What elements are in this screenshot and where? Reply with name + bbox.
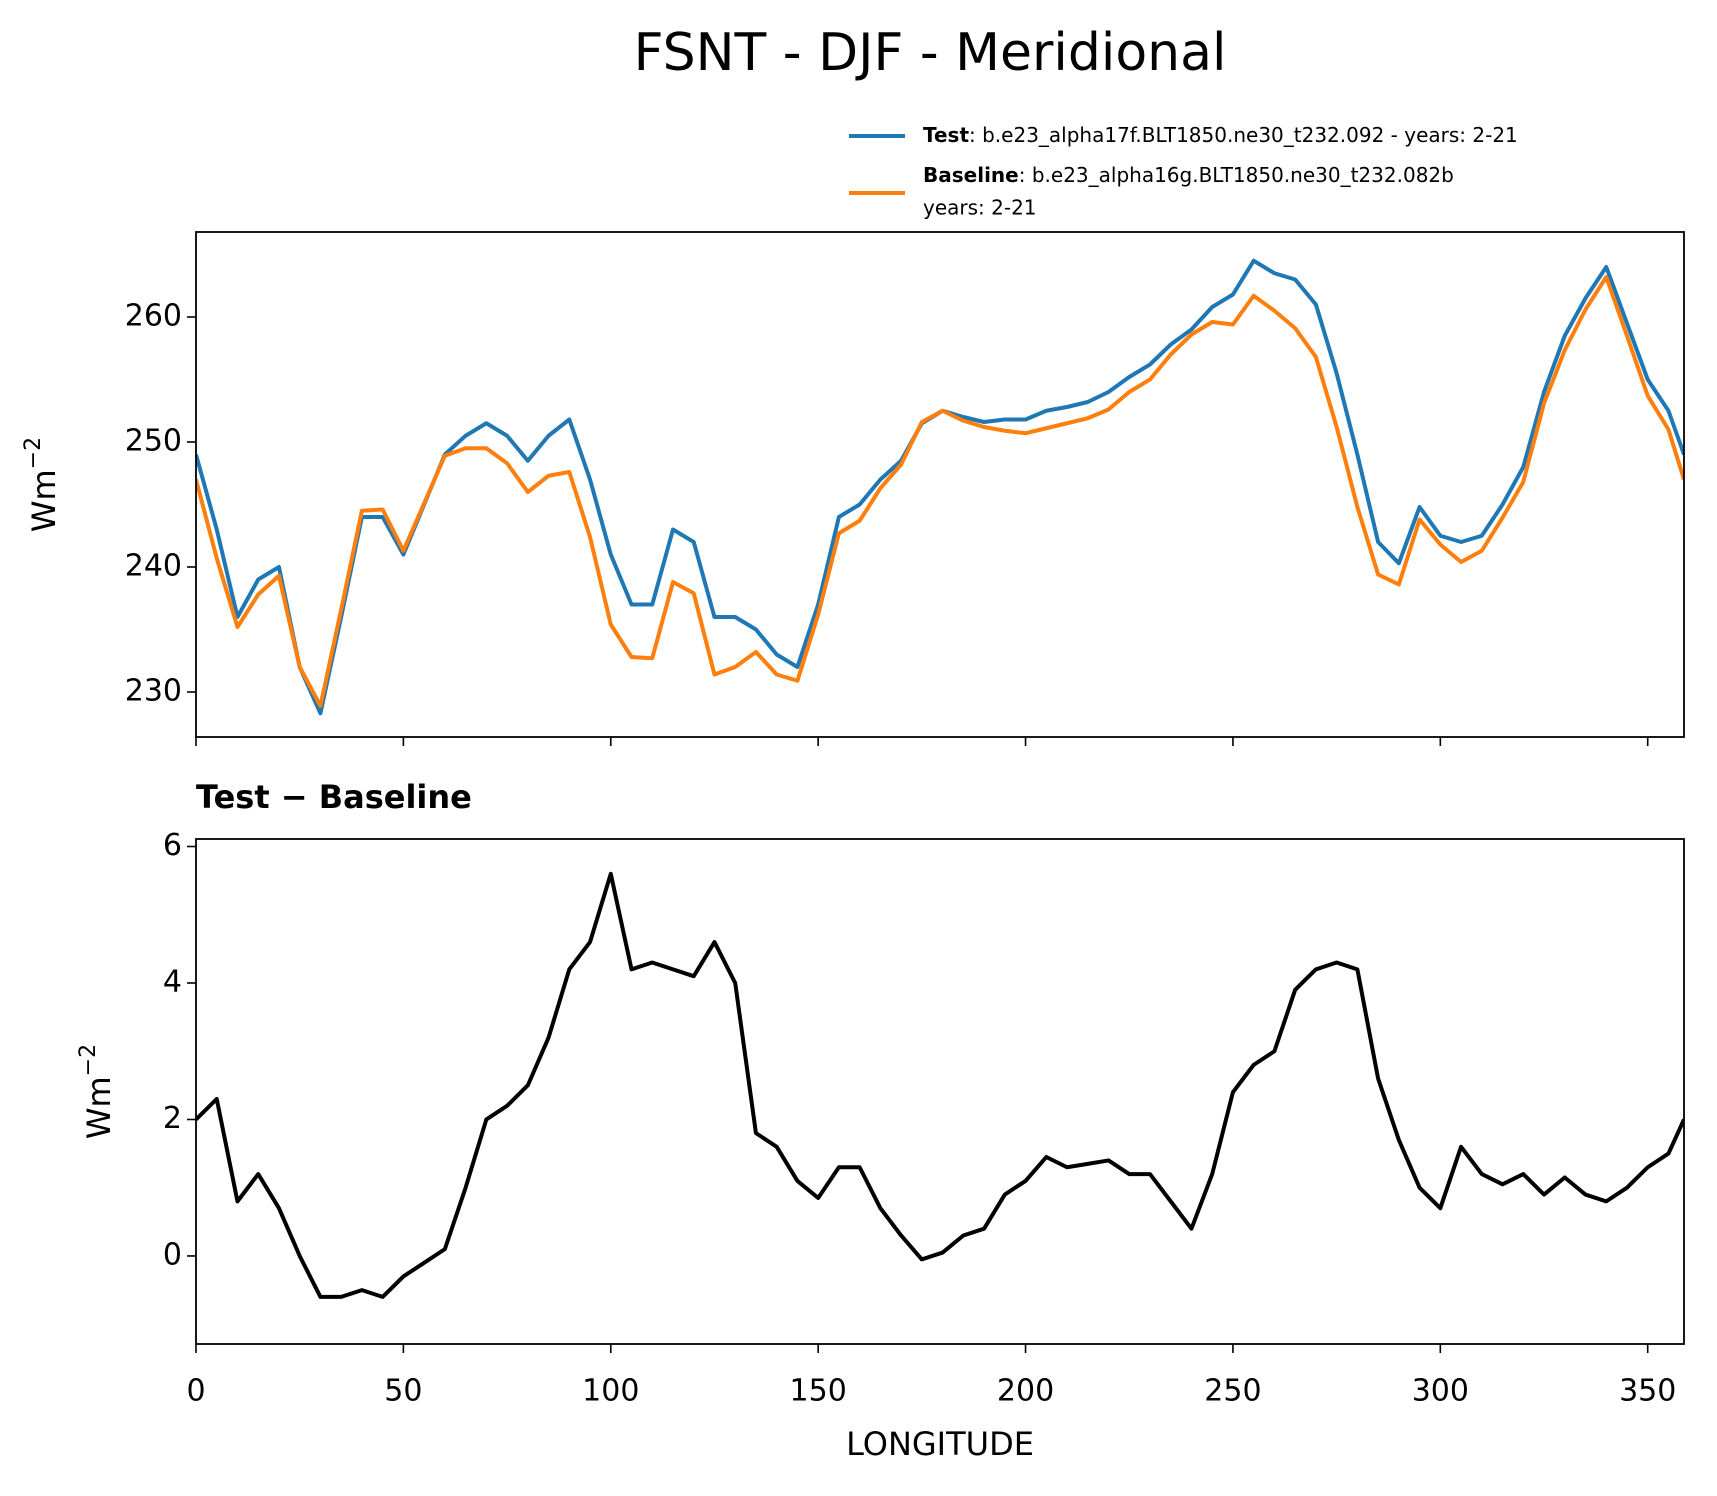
x-tick-label: 350 (1619, 1374, 1676, 1409)
series-line (196, 275, 1684, 708)
series-line (196, 871, 1684, 1299)
x-tick-label: 300 (1412, 1374, 1469, 1409)
y-tick-label: 230 (125, 674, 182, 709)
y-tick-label: 250 (125, 424, 182, 459)
y-tick-label: 240 (125, 549, 182, 584)
legend-label: Baseline: b.e23_alpha16g.BLT1850.ne30_t2… (923, 163, 1454, 187)
y-tick-label: 2 (163, 1101, 182, 1136)
y-tick-label: 4 (163, 964, 182, 999)
y-axis-label-exponent: −2 (76, 1044, 101, 1076)
chart-title: FSNT - DJF - Meridional (634, 23, 1227, 83)
subplot-title: Test − Baseline (196, 778, 472, 816)
x-axis-label: LONGITUDE (846, 1425, 1034, 1463)
legend-label: Test: b.e23_alpha17f.BLT1850.ne30_t232.0… (923, 123, 1518, 147)
x-tick-label: 150 (790, 1374, 847, 1409)
x-tick-label: 50 (384, 1374, 422, 1409)
x-tick-label: 200 (997, 1374, 1054, 1409)
x-tick-label: 0 (186, 1374, 205, 1409)
y-tick-label: 6 (163, 828, 182, 863)
y-axis-label-base: Wm (25, 469, 63, 532)
legend-label-line2: years: 2-21 (923, 196, 1037, 220)
legend-description: : b.e23_alpha17f.BLT1850.ne30_t232.092 -… (969, 123, 1518, 147)
axes-frame (195, 231, 1685, 738)
y-tick-label: 260 (125, 299, 182, 334)
axes-frame (195, 838, 1685, 1345)
y-axis-label-exponent: −2 (21, 437, 46, 469)
y-tick-label: 0 (163, 1237, 182, 1272)
series-line (196, 258, 1684, 716)
legend-name: Test (923, 123, 969, 147)
x-tick-label: 250 (1204, 1374, 1261, 1409)
x-tick-label: 100 (582, 1374, 639, 1409)
y-axis-label: Wm−2 (21, 437, 63, 532)
y-axis-label-base: Wm (80, 1076, 118, 1139)
legend-name: Baseline (923, 163, 1019, 187)
y-axis-label: Wm−2 (76, 1044, 118, 1139)
legend-description: : b.e23_alpha16g.BLT1850.ne30_t232.082b (1019, 163, 1454, 187)
